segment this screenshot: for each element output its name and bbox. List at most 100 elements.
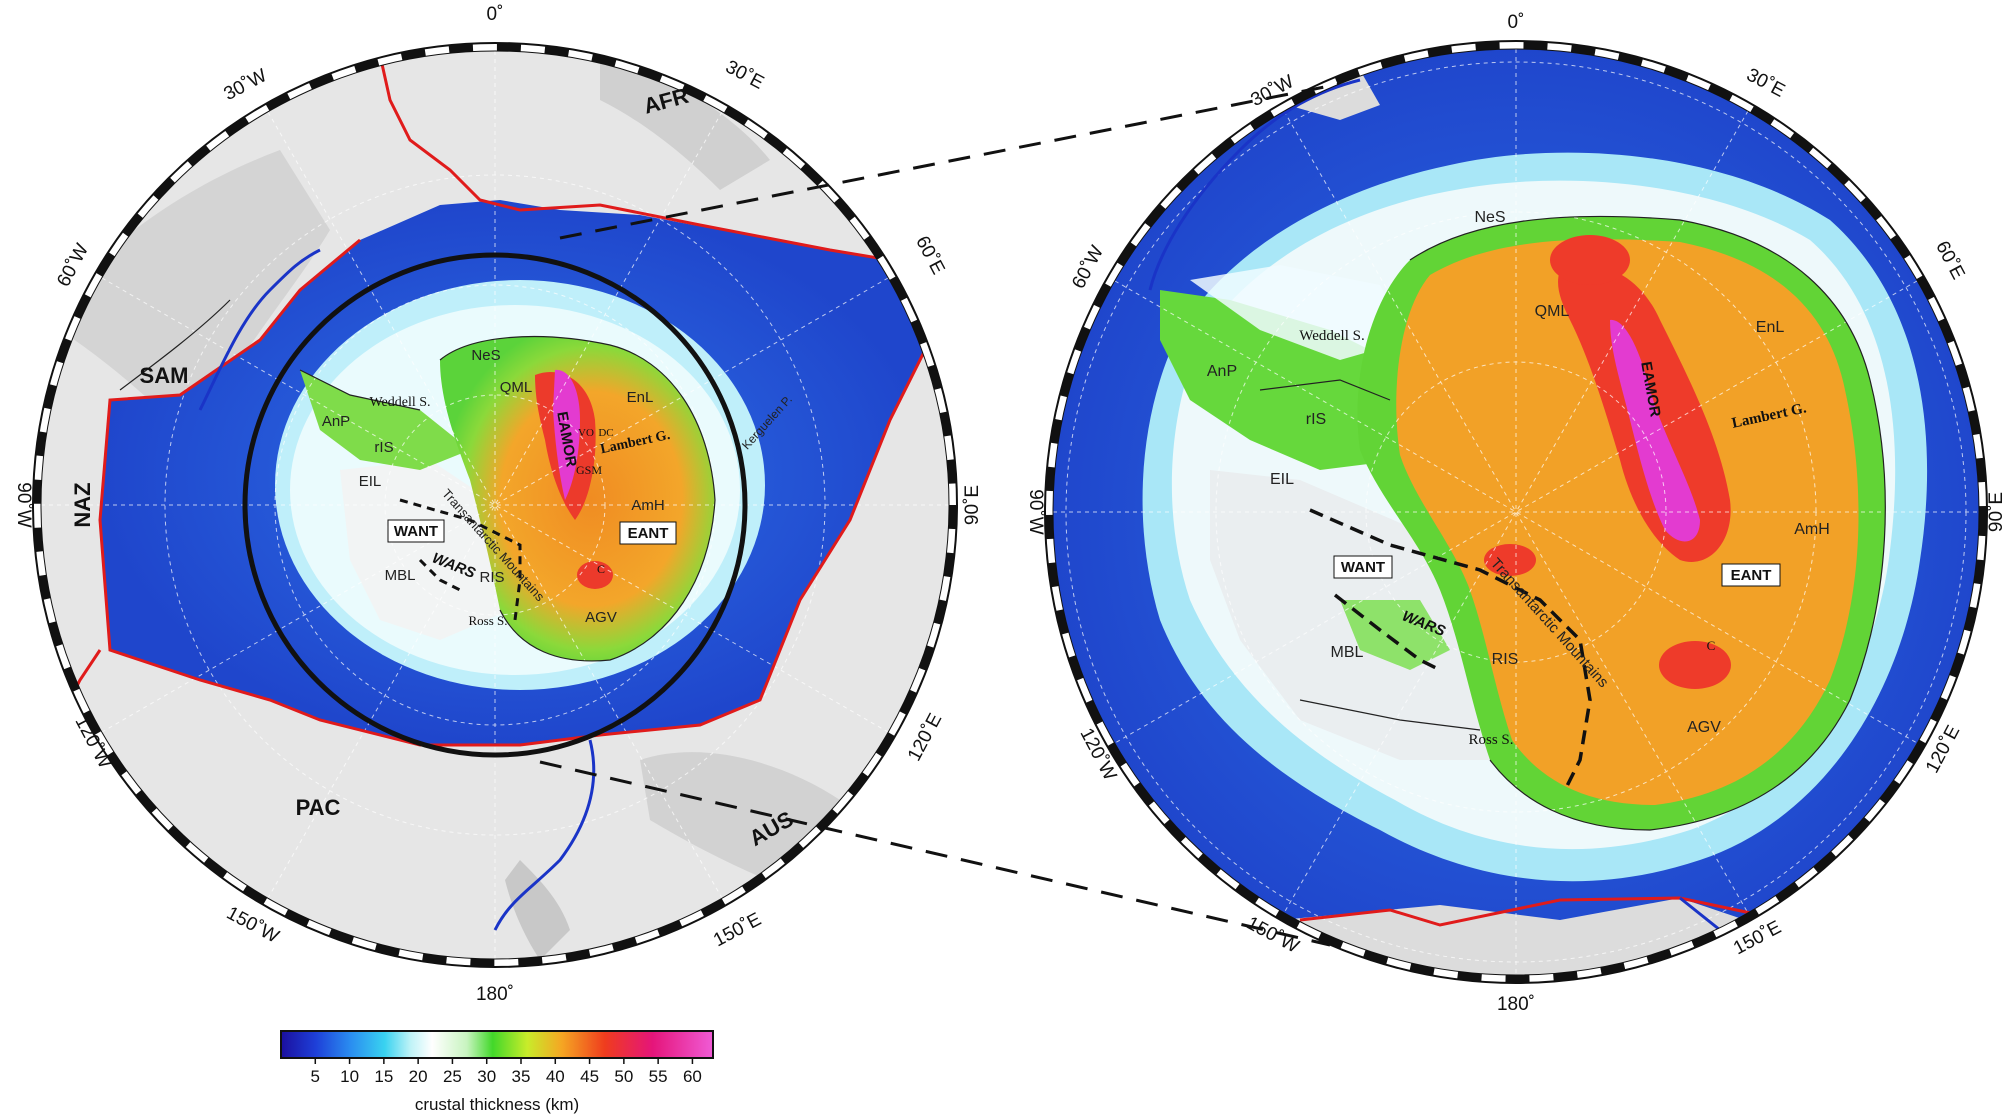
left-label-gsm: GSM <box>576 463 602 477</box>
left-label-want: WANT <box>394 523 438 540</box>
left-label-ross: Ross S. <box>468 613 507 628</box>
right-red-patch-upper <box>1550 235 1630 285</box>
colorbar-tick-label: 5 <box>311 1067 320 1086</box>
new-zealand-land <box>505 860 570 959</box>
right-label-qml: QML <box>1535 303 1570 320</box>
colorbar-tick-label: 20 <box>409 1067 428 1086</box>
right-label-c: C <box>1707 638 1716 653</box>
right-map: 0˚ 180˚ 90˚W 90˚E 30˚W 30˚E 60˚W 60˚E 12… <box>1025 12 2007 1015</box>
left-label-amh: AmH <box>631 497 664 514</box>
plate-label-pac: PAC <box>296 795 341 820</box>
left-wars-dashed-lower <box>418 558 461 592</box>
right-map-frame-ticks <box>1045 41 1987 983</box>
left-inset-circle[interactable] <box>242 252 748 758</box>
right-label-eant-box: EANT <box>1721 563 1781 587</box>
left-label-vo: VO <box>578 427 594 439</box>
right-magenta-core <box>1610 319 1700 542</box>
left-wars-dashed-boundary <box>399 498 522 621</box>
colorbar-label: crustal thickness (km) <box>415 1095 579 1114</box>
right-meridian-30w: 30˚W <box>1247 71 1297 111</box>
right-meridian-180: 180˚ <box>1497 994 1535 1015</box>
left-meridian-90e: 90˚E <box>962 485 983 525</box>
left-label-nes: NeS <box>471 347 500 364</box>
right-label-agv: AGV <box>1687 719 1721 736</box>
left-meridian-30e: 30˚E <box>722 56 767 93</box>
right-label-enl: EnL <box>1756 319 1785 336</box>
right-map-frame-inner <box>1052 48 1980 976</box>
zoom-connector-top <box>559 78 1361 240</box>
right-blue-boundary <box>1148 78 1361 291</box>
colorbar-tick-label: 15 <box>374 1067 393 1086</box>
colorbar-tick-label: 40 <box>546 1067 565 1086</box>
right-meridian-30e: 30˚E <box>1743 64 1788 101</box>
plate-label-naz: NAZ <box>70 482 95 527</box>
left-label-agv: AGV <box>585 609 617 626</box>
left-blue-boundary-north <box>198 248 321 411</box>
right-coastlines <box>1259 215 1886 831</box>
right-wars-dashed-boundary <box>1309 508 1592 791</box>
left-meridian-60e: 60˚E <box>911 233 948 278</box>
colorbar-tick-label: 25 <box>443 1067 462 1086</box>
left-label-eant: EANT <box>628 525 669 542</box>
right-meridian-90e: 90˚E <box>1986 492 2007 532</box>
left-meridian-60w: 60˚W <box>53 240 93 290</box>
zoom-connector-bottom <box>539 760 1331 947</box>
right-label-mbl: MBL <box>1331 644 1364 661</box>
south-america-land <box>60 150 330 420</box>
left-label-mbl: MBL <box>385 567 416 584</box>
left-antarctic-peninsula <box>300 370 470 470</box>
right-label-anp: AnP <box>1207 363 1237 380</box>
colorbar-tick-label: 30 <box>477 1067 496 1086</box>
left-label-eant-box: EANT <box>619 521 677 545</box>
left-label-ris-small: rIS <box>374 439 393 456</box>
colorbar-tick-label: 35 <box>512 1067 531 1086</box>
left-label-eil: EIL <box>359 473 382 490</box>
left-meridian-30w: 30˚W <box>220 65 270 105</box>
right-weddell-white <box>1190 265 1410 360</box>
right-label-ross: Ross S. <box>1468 732 1513 748</box>
right-wars-dashed-lower <box>1333 593 1441 672</box>
right-meridian-60e: 60˚E <box>1931 238 1968 283</box>
left-meridian-150e: 150˚E <box>710 909 765 951</box>
left-label-anp: AnP <box>322 413 350 430</box>
right-label-want: WANT <box>1341 559 1385 576</box>
right-label-amh: AmH <box>1794 521 1830 538</box>
right-graticule <box>1053 49 1979 975</box>
plate-label-sam: SAM <box>140 363 189 388</box>
left-label-qml: QML <box>500 379 533 396</box>
africa-land <box>600 60 770 190</box>
left-label-dc: DC <box>598 427 613 439</box>
left-red-plate-boundary <box>98 54 932 747</box>
right-label-nes: NeS <box>1474 209 1505 226</box>
colorbar-tick-label: 60 <box>683 1067 702 1086</box>
colorbar: 5 10 15 20 25 30 35 40 45 50 55 60 crustal thicknes… <box>280 1030 714 1114</box>
colorbar-tick-label: 45 <box>580 1067 599 1086</box>
colorbar-tick-label: 50 <box>614 1067 633 1086</box>
right-meridian-90w: 90˚W <box>1025 489 1046 534</box>
left-meridian-90w: 90˚W <box>13 482 34 527</box>
left-meridian-120e: 120˚E <box>904 710 946 765</box>
left-label-enl: EnL <box>627 389 654 406</box>
right-label-eant: EANT <box>1731 567 1772 584</box>
left-map-frame-inner <box>40 50 950 960</box>
right-label-ris-small: rIS <box>1306 411 1326 428</box>
right-label-eil: EIL <box>1270 471 1294 488</box>
colorbar-ticks: 5 10 15 20 25 30 35 40 45 50 55 60 <box>311 1058 702 1086</box>
left-coastlines <box>119 299 716 662</box>
left-label-ris: RIS <box>479 569 504 586</box>
right-wars-green <box>1340 600 1450 670</box>
colorbar-ramp <box>280 1030 714 1059</box>
right-meridian-120e: 120˚E <box>1922 722 1964 777</box>
left-map-frame-ticks <box>33 43 957 967</box>
left-label-c: C <box>597 562 605 576</box>
right-red-plate-boundary <box>1299 896 1761 927</box>
right-label-ris: RIS <box>1492 651 1519 668</box>
right-red-patch-transantarctic <box>1484 544 1536 576</box>
left-meridian-180: 180˚ <box>476 984 514 1005</box>
right-label-weddell: Weddell S. <box>1299 328 1364 344</box>
left-map: 0˚ 180˚ 90˚W 90˚E 30˚W 30˚E 60˚W 60˚E 12… <box>13 4 983 1005</box>
right-meridian-60w: 60˚W <box>1068 242 1108 292</box>
left-meridian-0: 0˚ <box>487 4 504 25</box>
colorbar-tick-label: 55 <box>649 1067 668 1086</box>
